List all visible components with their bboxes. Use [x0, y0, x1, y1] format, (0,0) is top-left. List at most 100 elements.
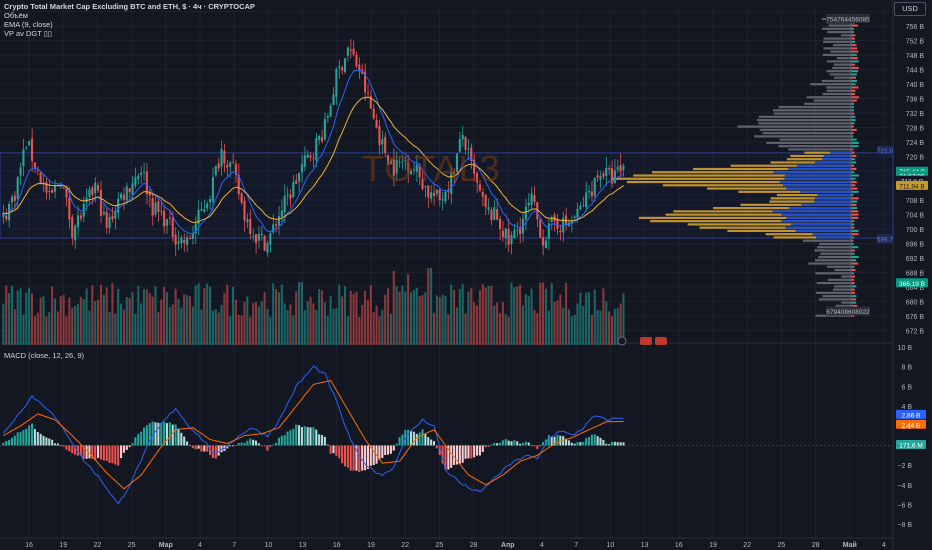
macd-histogram-bar: [177, 428, 180, 446]
vp-legend[interactable]: VP av DGT ▯▯: [4, 29, 52, 38]
vp-delta-bar: [851, 44, 857, 47]
vp-bar: [819, 242, 851, 246]
vp-bar: [779, 138, 851, 141]
vp-delta-bar: [851, 125, 854, 128]
macd-histogram-bar: [292, 428, 295, 446]
macd-legend[interactable]: MACD (close, 12, 26, 9): [4, 351, 85, 360]
level-gold-label-bg: [896, 180, 928, 190]
vp-bar-inner: [783, 184, 851, 187]
candle-body: [171, 217, 174, 237]
vp-bar: [786, 158, 851, 161]
macd-histogram-bar: [341, 445, 344, 464]
macd-histogram-bar: [438, 445, 441, 455]
vp-delta-bar: [851, 119, 856, 122]
volume-legend[interactable]: Объём: [4, 11, 28, 20]
vp-bar: [790, 154, 851, 158]
volume-bar: [108, 311, 111, 345]
volume-bar: [610, 316, 614, 345]
vp-bar: [810, 83, 851, 86]
volume-bar: [599, 310, 602, 345]
vp-delta-bar: [851, 83, 856, 86]
macd-histogram-bar: [68, 445, 71, 452]
volume-bar: [478, 290, 481, 345]
vp-bar: [802, 239, 851, 242]
macd-histogram-bar: [269, 445, 272, 447]
macd-histogram-bar: [10, 437, 13, 446]
vah-label: 721.0: [877, 148, 894, 155]
candle-body: [539, 219, 542, 238]
macd-histogram-bar: [206, 445, 209, 452]
volume-bar: [458, 289, 461, 345]
volume-bar: [369, 285, 372, 345]
candle-body: [510, 235, 513, 244]
macd-histogram-bar: [154, 422, 157, 446]
macd-histogram-bar: [312, 427, 315, 446]
vp-bar-inner: [788, 207, 851, 210]
candle-body: [570, 220, 573, 224]
volume-bar: [165, 292, 169, 345]
vp-bar: [835, 304, 851, 308]
vp-bar: [673, 210, 851, 213]
volume-bar: [539, 282, 542, 345]
volume-bar: [206, 283, 209, 345]
macd-histogram-bar: [335, 445, 338, 456]
macd-histogram-bar: [59, 445, 62, 446]
vp-delta-bar: [851, 171, 855, 174]
ema-legend[interactable]: EMA (9, close): [4, 20, 53, 29]
time-tick-label: 25: [778, 542, 786, 549]
macd-histogram-bar: [240, 442, 243, 446]
macd-histogram-bar: [275, 442, 278, 446]
vp-bar-inner: [817, 193, 851, 197]
candle-body: [209, 199, 212, 203]
volume-bar: [240, 315, 243, 345]
currency-button[interactable]: USD: [894, 2, 926, 16]
volume-bar: [476, 305, 479, 345]
candle-body: [79, 215, 82, 219]
macd-histogram-bar: [252, 439, 255, 446]
macd-histogram-bar: [183, 436, 186, 446]
candle-body: [145, 171, 148, 195]
macd-histogram-bar: [194, 445, 197, 450]
vp-delta-bar: [851, 181, 857, 184]
volume-bar: [5, 285, 8, 345]
candle-body: [231, 161, 235, 163]
candle-body: [125, 186, 128, 201]
vp-bar: [833, 44, 851, 47]
candle-body: [180, 237, 183, 244]
candle-body: [527, 202, 530, 206]
time-tick-label: 22: [94, 542, 102, 549]
volume-bar: [438, 297, 441, 345]
volume-bar: [53, 298, 57, 345]
volume-bar: [441, 294, 444, 345]
candle-body: [74, 225, 77, 241]
candle-body: [533, 195, 536, 202]
vp-delta-bar: [851, 27, 855, 30]
volume-bar: [519, 284, 522, 345]
volume-bar: [527, 296, 530, 345]
macd-histogram-bar: [424, 433, 427, 446]
candle-body: [536, 202, 539, 220]
volume-bar: [22, 314, 25, 345]
candle-body: [478, 184, 481, 191]
candle-body: [272, 224, 275, 233]
vp-delta-bar: [851, 79, 857, 82]
lightning-event-icon: [617, 336, 627, 346]
price-axis-bg: [894, 0, 932, 550]
vp-delta-bar: [851, 177, 856, 180]
price-tick-label: 732 B: [906, 111, 925, 118]
volume-bar: [341, 296, 344, 345]
candle-body: [120, 193, 123, 199]
macd-line: [3, 365, 624, 505]
level-gold-label: 711,94 B: [899, 183, 925, 190]
vp-bar: [778, 105, 851, 109]
vp-delta-bar: [851, 197, 859, 200]
candle-body: [424, 186, 427, 187]
volume-bar: [559, 294, 562, 345]
volume-bar: [444, 295, 447, 345]
macd-histogram-bar: [616, 442, 619, 446]
candle-body: [252, 235, 255, 237]
candle-body: [389, 160, 392, 165]
volume-bar: [516, 286, 519, 345]
volume-bar: [145, 289, 148, 345]
